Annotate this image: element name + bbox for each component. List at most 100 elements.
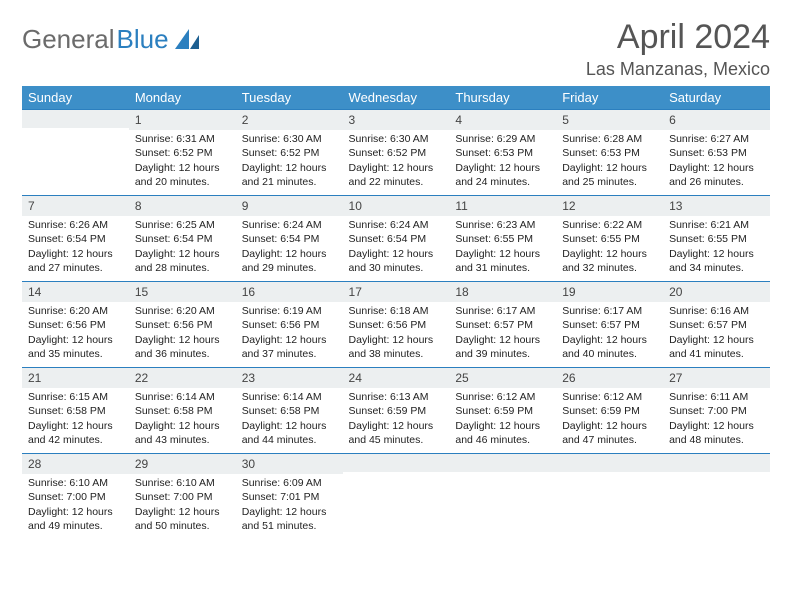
sunset-text: Sunset: 6:58 PM	[135, 404, 230, 418]
sunrise-text: Sunrise: 6:12 AM	[455, 390, 550, 404]
calendar-day-cell: 20Sunrise: 6:16 AMSunset: 6:57 PMDayligh…	[663, 282, 770, 368]
daylight-text: Daylight: 12 hours and 50 minutes.	[135, 505, 230, 533]
calendar-day-cell: 10Sunrise: 6:24 AMSunset: 6:54 PMDayligh…	[343, 196, 450, 282]
sunset-text: Sunset: 6:53 PM	[562, 146, 657, 160]
day-number: 4	[449, 110, 556, 130]
sunrise-text: Sunrise: 6:22 AM	[562, 218, 657, 232]
sunset-text: Sunset: 6:59 PM	[349, 404, 444, 418]
sunset-text: Sunset: 6:57 PM	[669, 318, 764, 332]
sunrise-text: Sunrise: 6:17 AM	[455, 304, 550, 318]
day-content: Sunrise: 6:18 AMSunset: 6:56 PMDaylight:…	[343, 302, 450, 365]
day-content: Sunrise: 6:09 AMSunset: 7:01 PMDaylight:…	[236, 474, 343, 537]
day-number: 16	[236, 282, 343, 302]
logo-text-blue: Blue	[117, 24, 169, 55]
calendar-week-row: 28Sunrise: 6:10 AMSunset: 7:00 PMDayligh…	[22, 454, 770, 540]
daylight-text: Daylight: 12 hours and 24 minutes.	[455, 161, 550, 189]
title-block: April 2024 Las Manzanas, Mexico	[586, 18, 770, 80]
sunrise-text: Sunrise: 6:14 AM	[135, 390, 230, 404]
day-number: 19	[556, 282, 663, 302]
sunrise-text: Sunrise: 6:10 AM	[135, 476, 230, 490]
sunrise-text: Sunrise: 6:30 AM	[242, 132, 337, 146]
daylight-text: Daylight: 12 hours and 45 minutes.	[349, 419, 444, 447]
sunset-text: Sunset: 6:58 PM	[28, 404, 123, 418]
sunset-text: Sunset: 6:59 PM	[562, 404, 657, 418]
day-content: Sunrise: 6:26 AMSunset: 6:54 PMDaylight:…	[22, 216, 129, 279]
daylight-text: Daylight: 12 hours and 36 minutes.	[135, 333, 230, 361]
daylight-text: Daylight: 12 hours and 27 minutes.	[28, 247, 123, 275]
calendar-day-cell: 19Sunrise: 6:17 AMSunset: 6:57 PMDayligh…	[556, 282, 663, 368]
day-number: 14	[22, 282, 129, 302]
day-number	[449, 454, 556, 472]
sunrise-text: Sunrise: 6:31 AM	[135, 132, 230, 146]
weekday-header: Sunday	[22, 86, 129, 110]
sunrise-text: Sunrise: 6:29 AM	[455, 132, 550, 146]
location: Las Manzanas, Mexico	[586, 59, 770, 80]
sunset-text: Sunset: 6:56 PM	[349, 318, 444, 332]
daylight-text: Daylight: 12 hours and 38 minutes.	[349, 333, 444, 361]
day-content: Sunrise: 6:30 AMSunset: 6:52 PMDaylight:…	[236, 130, 343, 193]
sunset-text: Sunset: 6:58 PM	[242, 404, 337, 418]
calendar-day-cell: 16Sunrise: 6:19 AMSunset: 6:56 PMDayligh…	[236, 282, 343, 368]
day-number: 8	[129, 196, 236, 216]
daylight-text: Daylight: 12 hours and 26 minutes.	[669, 161, 764, 189]
calendar-day-cell: 6Sunrise: 6:27 AMSunset: 6:53 PMDaylight…	[663, 110, 770, 196]
day-content: Sunrise: 6:14 AMSunset: 6:58 PMDaylight:…	[236, 388, 343, 451]
daylight-text: Daylight: 12 hours and 44 minutes.	[242, 419, 337, 447]
day-content: Sunrise: 6:16 AMSunset: 6:57 PMDaylight:…	[663, 302, 770, 365]
sunrise-text: Sunrise: 6:25 AM	[135, 218, 230, 232]
sunset-text: Sunset: 6:52 PM	[242, 146, 337, 160]
calendar-day-cell: 15Sunrise: 6:20 AMSunset: 6:56 PMDayligh…	[129, 282, 236, 368]
day-number: 12	[556, 196, 663, 216]
day-number	[556, 454, 663, 472]
sunset-text: Sunset: 6:57 PM	[455, 318, 550, 332]
logo-text-general: General	[22, 24, 115, 55]
calendar-day-cell: 28Sunrise: 6:10 AMSunset: 7:00 PMDayligh…	[22, 454, 129, 540]
sunrise-text: Sunrise: 6:30 AM	[349, 132, 444, 146]
sunset-text: Sunset: 6:57 PM	[562, 318, 657, 332]
sunset-text: Sunset: 7:01 PM	[242, 490, 337, 504]
day-content: Sunrise: 6:10 AMSunset: 7:00 PMDaylight:…	[22, 474, 129, 537]
calendar-day-cell: 1Sunrise: 6:31 AMSunset: 6:52 PMDaylight…	[129, 110, 236, 196]
day-number	[22, 110, 129, 128]
day-number	[343, 454, 450, 472]
day-number: 27	[663, 368, 770, 388]
calendar-day-cell	[449, 454, 556, 540]
sunset-text: Sunset: 6:54 PM	[28, 232, 123, 246]
calendar-day-cell: 17Sunrise: 6:18 AMSunset: 6:56 PMDayligh…	[343, 282, 450, 368]
calendar-week-row: 7Sunrise: 6:26 AMSunset: 6:54 PMDaylight…	[22, 196, 770, 282]
day-number: 15	[129, 282, 236, 302]
sunrise-text: Sunrise: 6:19 AM	[242, 304, 337, 318]
calendar-day-cell	[663, 454, 770, 540]
weekday-header: Thursday	[449, 86, 556, 110]
day-number: 18	[449, 282, 556, 302]
sunrise-text: Sunrise: 6:16 AM	[669, 304, 764, 318]
sunrise-text: Sunrise: 6:27 AM	[669, 132, 764, 146]
calendar-day-cell: 11Sunrise: 6:23 AMSunset: 6:55 PMDayligh…	[449, 196, 556, 282]
sunrise-text: Sunrise: 6:13 AM	[349, 390, 444, 404]
day-content: Sunrise: 6:21 AMSunset: 6:55 PMDaylight:…	[663, 216, 770, 279]
calendar-body: 1Sunrise: 6:31 AMSunset: 6:52 PMDaylight…	[22, 110, 770, 540]
day-number: 25	[449, 368, 556, 388]
sunrise-text: Sunrise: 6:23 AM	[455, 218, 550, 232]
sunrise-text: Sunrise: 6:15 AM	[28, 390, 123, 404]
daylight-text: Daylight: 12 hours and 39 minutes.	[455, 333, 550, 361]
day-content: Sunrise: 6:31 AMSunset: 6:52 PMDaylight:…	[129, 130, 236, 193]
daylight-text: Daylight: 12 hours and 29 minutes.	[242, 247, 337, 275]
day-number: 30	[236, 454, 343, 474]
daylight-text: Daylight: 12 hours and 49 minutes.	[28, 505, 123, 533]
daylight-text: Daylight: 12 hours and 46 minutes.	[455, 419, 550, 447]
day-content: Sunrise: 6:24 AMSunset: 6:54 PMDaylight:…	[236, 216, 343, 279]
calendar-day-cell: 13Sunrise: 6:21 AMSunset: 6:55 PMDayligh…	[663, 196, 770, 282]
sunrise-text: Sunrise: 6:21 AM	[669, 218, 764, 232]
sunset-text: Sunset: 6:56 PM	[242, 318, 337, 332]
calendar-day-cell	[556, 454, 663, 540]
calendar-day-cell: 27Sunrise: 6:11 AMSunset: 7:00 PMDayligh…	[663, 368, 770, 454]
calendar-day-cell: 8Sunrise: 6:25 AMSunset: 6:54 PMDaylight…	[129, 196, 236, 282]
day-content: Sunrise: 6:15 AMSunset: 6:58 PMDaylight:…	[22, 388, 129, 451]
sunset-text: Sunset: 6:55 PM	[669, 232, 764, 246]
calendar-day-cell: 22Sunrise: 6:14 AMSunset: 6:58 PMDayligh…	[129, 368, 236, 454]
daylight-text: Daylight: 12 hours and 22 minutes.	[349, 161, 444, 189]
calendar-day-cell: 9Sunrise: 6:24 AMSunset: 6:54 PMDaylight…	[236, 196, 343, 282]
day-content: Sunrise: 6:10 AMSunset: 7:00 PMDaylight:…	[129, 474, 236, 537]
calendar-day-cell: 30Sunrise: 6:09 AMSunset: 7:01 PMDayligh…	[236, 454, 343, 540]
